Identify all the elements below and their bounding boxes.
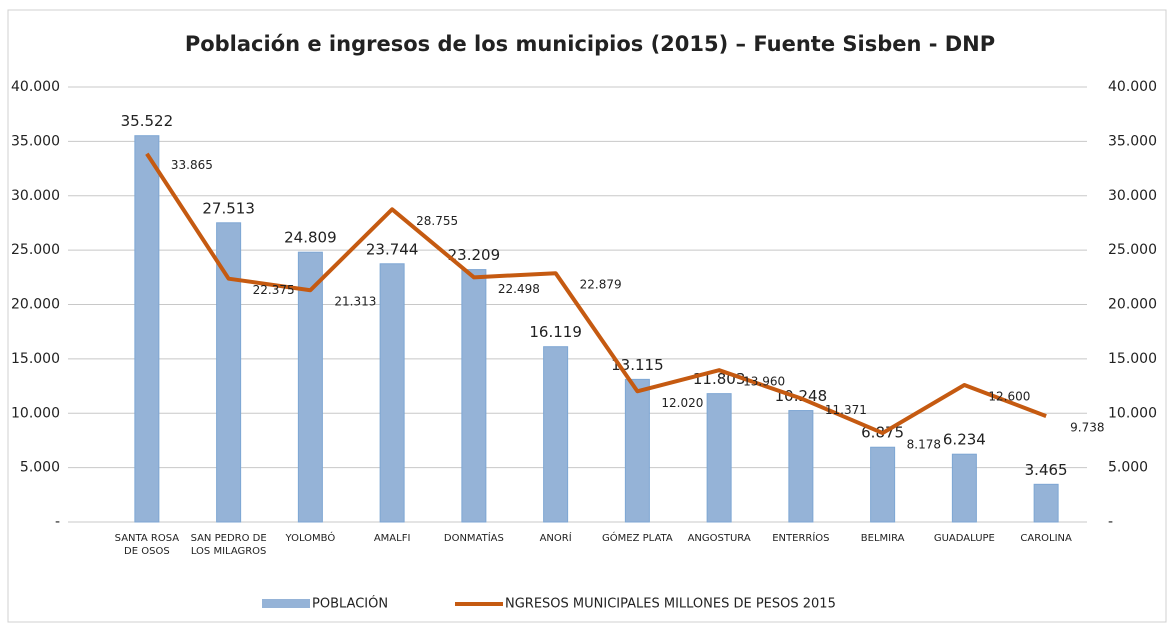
bar-value-label: 24.809: [284, 229, 337, 247]
bar-value-label: 35.522: [121, 112, 174, 130]
line-value-label: 28.755: [416, 214, 458, 228]
chart-border: [7, 9, 1167, 623]
y2-tick-label: -: [1108, 514, 1113, 530]
bar: [297, 251, 323, 523]
line-value-label: 11.371: [825, 403, 867, 417]
x-tick-label: GUADALUPE: [933, 533, 995, 544]
y2-tick-label: 20.000: [1108, 297, 1157, 313]
bar-value-label: 23.209: [448, 246, 501, 264]
y-tick-label: -: [55, 514, 60, 530]
chart-title: Población e ingresos de los municipios (…: [185, 32, 995, 56]
line-value-label: 13.960: [743, 375, 785, 389]
y-tick-label: 30.000: [11, 188, 60, 204]
x-tick-label: GÓMEZ PLATA: [602, 533, 673, 544]
bar-value-label: 3.465: [1025, 461, 1068, 479]
legend-swatch: [262, 599, 310, 608]
bar-value-label: 16.119: [529, 323, 582, 341]
bar-value-label: 10.248: [775, 387, 828, 405]
x-tick-label: AMALFI: [373, 533, 411, 544]
line-value-label: 12.600: [988, 389, 1030, 403]
y2-tick-label: 10.000: [1108, 405, 1157, 421]
line-value-label: 9.738: [1070, 421, 1104, 435]
y-tick-label: 10.000: [11, 405, 60, 421]
bar: [461, 269, 487, 523]
bar-value-label: 11.803: [693, 370, 746, 388]
bar: [379, 263, 405, 523]
y2-tick-label: 5.000: [1108, 460, 1148, 476]
x-tick-label: CAROLINA: [1020, 533, 1072, 544]
legend-label: POBLACIÓN: [312, 596, 388, 612]
x-tick-label: YOLOMBÓ: [285, 533, 336, 544]
bar: [788, 410, 814, 523]
y-tick-label: 35.000: [11, 133, 60, 149]
bar: [951, 453, 977, 523]
bar: [543, 346, 569, 523]
y-tick-label: 20.000: [11, 297, 60, 313]
x-tick-label: ANORÍ: [539, 533, 572, 544]
line-value-label: 22.498: [498, 282, 540, 296]
bar: [216, 222, 242, 523]
line-value-label: 8.178: [907, 438, 941, 452]
y2-tick-label: 30.000: [1108, 188, 1157, 204]
bar: [870, 446, 896, 523]
line: [145, 152, 1047, 436]
bar: [706, 393, 732, 523]
line-value-label: 22.879: [580, 278, 622, 292]
x-tick-label: DONMATÍAS: [443, 533, 504, 544]
line-value-label: 33.865: [171, 158, 213, 172]
y2-tick-label: 15.000: [1108, 351, 1157, 367]
bar: [134, 135, 160, 523]
bar: [624, 378, 650, 523]
legend-label: NGRESOS MUNICIPALES MILLONES DE PESOS 20…: [505, 597, 836, 612]
line-value-label: 12.020: [661, 396, 703, 410]
line-value-label: 21.313: [334, 295, 376, 309]
x-tick-label: SAN PEDRO DE LOS MILAGROS: [190, 533, 267, 557]
bar-value-label: 6.234: [943, 431, 986, 449]
x-tick-label: BELMIRA: [860, 533, 905, 544]
y-tick-label: 15.000: [11, 351, 60, 367]
x-tick-label: ANGOSTURA: [687, 533, 751, 544]
y2-tick-label: 35.000: [1108, 133, 1157, 149]
bar-value-label: 23.744: [366, 240, 419, 258]
y-tick-label: 40.000: [11, 79, 60, 95]
x-tick-label: ENTERRÍOS: [772, 533, 830, 544]
y-tick-label: 5.000: [20, 460, 60, 476]
bar-value-label: 27.513: [202, 199, 255, 217]
line-value-label: 22.375: [253, 283, 295, 297]
y-tick-label: 25.000: [11, 242, 60, 258]
y2-tick-label: 40.000: [1108, 79, 1157, 95]
bar: [1033, 483, 1059, 523]
y2-tick-label: 25.000: [1108, 242, 1157, 258]
x-tick-label: SANTA ROSA DE OSOS: [114, 533, 180, 557]
